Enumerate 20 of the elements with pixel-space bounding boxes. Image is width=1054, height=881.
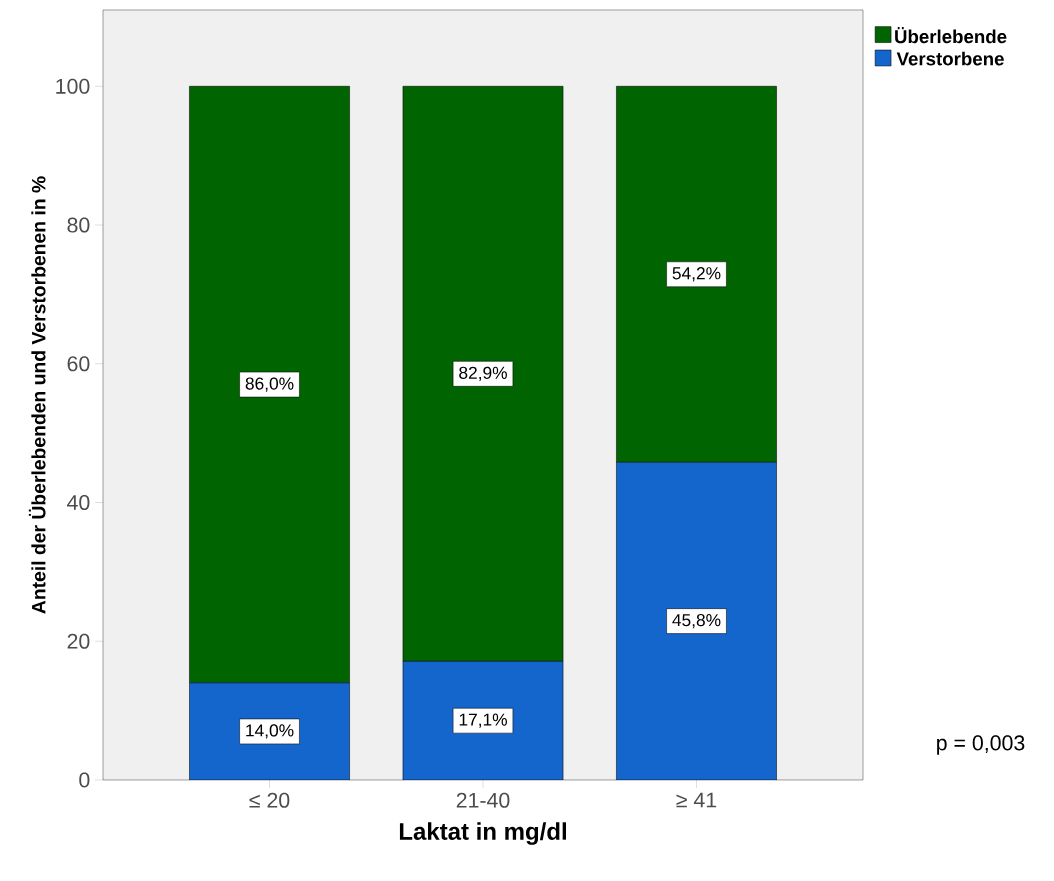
data-label: 54,2%: [672, 267, 721, 282]
y-tick-label: 80: [67, 217, 90, 233]
x-tick-label: 21-40: [456, 792, 510, 808]
x-axis-title: Laktat in mg/dl: [399, 822, 566, 845]
x-tick-label: ≤ 20: [249, 792, 290, 808]
x-tick-label: ≥ 41: [676, 792, 717, 808]
data-label: 17,1%: [459, 713, 507, 728]
y-axis-title: Anteil der Überlebenden und Verstorbenen in %: [28, 176, 46, 614]
legend-label: Verstorbene: [896, 51, 1004, 66]
data-label: 14,0%: [246, 724, 294, 739]
y-tick-label: 20: [67, 633, 90, 649]
data-label: 45,8%: [672, 613, 721, 629]
y-tick-label: 100: [56, 78, 90, 94]
text: p = 0,003: [937, 735, 1025, 755]
data-label: 82,9%: [459, 366, 507, 381]
y-tick-label: 0: [79, 772, 90, 788]
y-tick-label: 40: [67, 494, 90, 511]
legend-label: Überlebende: [895, 27, 1007, 44]
data-label: 86,0%: [245, 377, 294, 392]
y-tick-label: 60: [67, 356, 90, 372]
